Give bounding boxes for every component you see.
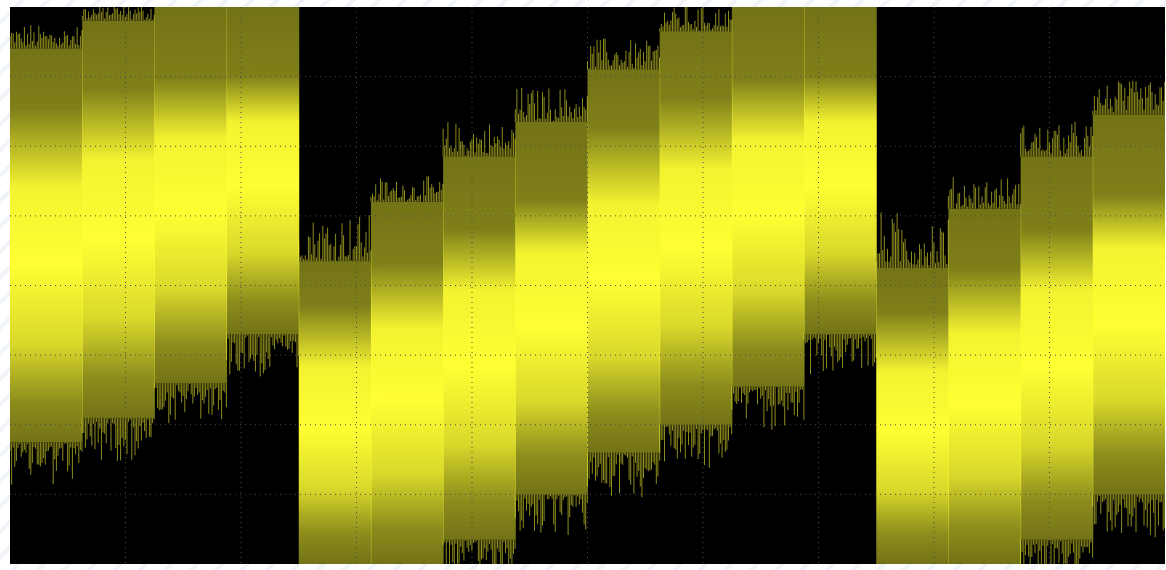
noise-bottom-9: [587, 452, 660, 498]
noise-bottom-15: [1020, 539, 1094, 564]
noise-top-8: [514, 87, 588, 122]
noise-bottom-1: [10, 442, 83, 485]
noise-top-5: [298, 215, 372, 262]
noise-top-13: [875, 212, 949, 269]
noise-top-14: [947, 177, 1021, 209]
band-segment-1: [10, 48, 83, 443]
band-segment-9: [587, 69, 661, 453]
noise-bottom-12: [803, 334, 877, 374]
band-segment-15: [1020, 156, 1094, 540]
band-segment-11: [731, 7, 805, 387]
band-segment-10: [659, 31, 733, 425]
band-segment-13: [876, 268, 949, 564]
noise-edges: [10, 7, 1165, 564]
noise-top-10: [659, 7, 733, 32]
band-segment-4: [226, 7, 300, 335]
waveform-plot: [10, 7, 1165, 564]
scope-screen: [10, 7, 1165, 564]
noise-top-9: [587, 38, 660, 70]
noise-bottom-8: [514, 494, 588, 535]
noise-top-2: [81, 7, 155, 21]
band-segment-14: [948, 208, 1022, 564]
waveform-bands: [10, 7, 1165, 564]
band-segment-16: [1092, 114, 1165, 495]
noise-bottom-10: [659, 424, 733, 468]
band-segment-6: [370, 201, 444, 564]
band-segment-2: [82, 20, 155, 418]
band-segment-7: [443, 156, 516, 540]
noise-top-6: [370, 176, 444, 202]
noise-bottom-11: [731, 386, 805, 430]
noise-top-7: [442, 122, 516, 157]
noise-bottom-16: [1092, 494, 1165, 538]
noise-bottom-3: [153, 383, 227, 424]
noise-top-1: [10, 25, 83, 49]
noise-bottom-4: [226, 334, 300, 377]
noise-bottom-7: [442, 539, 516, 564]
noise-top-16: [1092, 80, 1165, 115]
band-segment-8: [515, 121, 588, 495]
noise-top-15: [1020, 121, 1094, 157]
band-segment-5: [298, 261, 372, 564]
noise-bottom-2: [81, 417, 155, 461]
band-segment-12: [804, 7, 877, 335]
band-segment-3: [154, 7, 228, 383]
